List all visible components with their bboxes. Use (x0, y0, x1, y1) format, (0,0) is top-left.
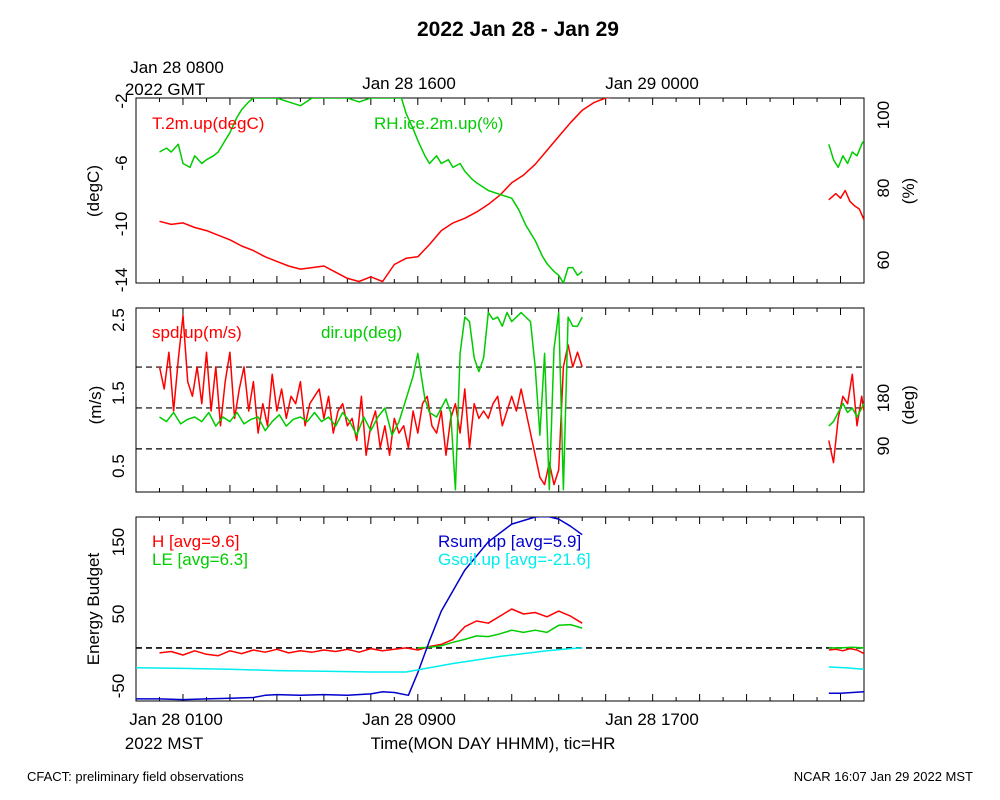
series-line-rh-ice-2m-up (828, 140, 864, 169)
series-line-spd-up-m-s (828, 373, 864, 464)
y-axis-label-left: Energy Budget (84, 552, 103, 665)
series-line-h (159, 608, 583, 657)
series-line-le (828, 646, 864, 649)
y-tick-label-right: 90 (874, 437, 893, 456)
series-line-le (417, 623, 583, 649)
legend-wind-speed: spd.up(m/s) (152, 323, 242, 342)
y-tick-label-left: 50 (109, 605, 128, 624)
legend-temperature: T.2m.up(degC) (152, 114, 264, 133)
panel-series (136, 517, 864, 701)
legend-net-radiation: Rsum.up [avg=5.9] (438, 532, 581, 551)
top-time-label: Jan 29 0000 (605, 74, 699, 93)
bottom-time-label: Jan 28 1700 (605, 710, 699, 729)
y-tick-label-left: -2 (112, 93, 131, 108)
footer-left: CFACT: preliminary field observations (27, 769, 244, 784)
bottom-zone-label: 2022 MST (125, 734, 203, 753)
legend-sensible-heat: H [avg=9.6] (152, 532, 239, 551)
temperature-humidity-panel: T.2m.up(degC) RH.ice.2m.up(%) (degC) (%)… (84, 93, 918, 292)
y-tick-label-right: 100 (874, 101, 893, 129)
y-axis-label-left: (m/s) (86, 386, 105, 425)
y-tick-label-left: 0.5 (109, 454, 128, 478)
y-axis-label-left: (degC) (84, 165, 103, 217)
series-line-dir-up-deg (828, 402, 864, 427)
series-line-rh-ice-2m-up (159, 98, 583, 283)
y-tick-label-right: 180 (874, 384, 893, 412)
legend-humidity: RH.ice.2m.up(%) (374, 114, 503, 133)
y-tick-label-left: -10 (112, 212, 131, 237)
y-tick-label-left: 2.5 (109, 308, 128, 332)
legend-wind-direction: dir.up(deg) (321, 323, 402, 342)
y-tick-label-left: -50 (109, 674, 128, 699)
y-tick-label-left: -6 (112, 155, 131, 170)
y-axis-label-right: (%) (899, 178, 918, 204)
y-tick-label-left: 150 (109, 528, 128, 556)
energy-budget-panel: H [avg=9.6] LE [avg=6.3] Rsum.up [avg=5.… (84, 516, 865, 702)
series-line-gsoil-up (828, 666, 864, 670)
top-zone-label: 2022 GMT (125, 80, 205, 99)
y-axis-label-right: (deg) (899, 385, 918, 425)
series-line-t-2m-up-degc (828, 189, 864, 221)
x-axis-label: Time(MON DAY HHMM), tic=HR (371, 734, 616, 753)
top-time-label: Jan 28 1600 (362, 74, 456, 93)
series-line-t-2m-up-degc (159, 98, 612, 283)
panel-series (159, 98, 864, 283)
bottom-time-label: Jan 28 0100 (129, 710, 223, 729)
chart-title: 2022 Jan 28 - Jan 29 (417, 18, 619, 41)
legend-soil-heat: Gsoil.up [avg=-21.6] (438, 550, 591, 569)
wind-panel: spd.up(m/s) dir.up(deg) (m/s) (deg) 0.5 … (86, 307, 918, 493)
panel-frame (135, 97, 865, 284)
y-tick-label-right: 60 (874, 251, 893, 270)
x-tick-marks (135, 308, 865, 492)
panel-series (158, 311, 864, 491)
top-time-label: Jan 28 0800 (130, 58, 224, 77)
panel-frame (135, 516, 865, 702)
series-line-rsum-up (828, 691, 864, 694)
legend-latent-heat: LE [avg=6.3] (152, 550, 248, 569)
series-line-rsum-up (136, 517, 583, 701)
y-tick-label-left: -14 (112, 268, 131, 293)
y-tick-label-left: 1.5 (109, 381, 128, 405)
y-tick-label-right: 80 (874, 179, 893, 198)
footer-right: NCAR 16:07 Jan 29 2022 MST (794, 769, 973, 784)
panel-frame (135, 307, 865, 493)
series-line-dir-up-deg (159, 311, 583, 491)
series-line-h (828, 647, 864, 655)
series-line-spd-up-m-s (158, 314, 583, 486)
series-line-gsoil-up (136, 647, 583, 673)
bottom-time-label: Jan 28 0900 (362, 710, 456, 729)
